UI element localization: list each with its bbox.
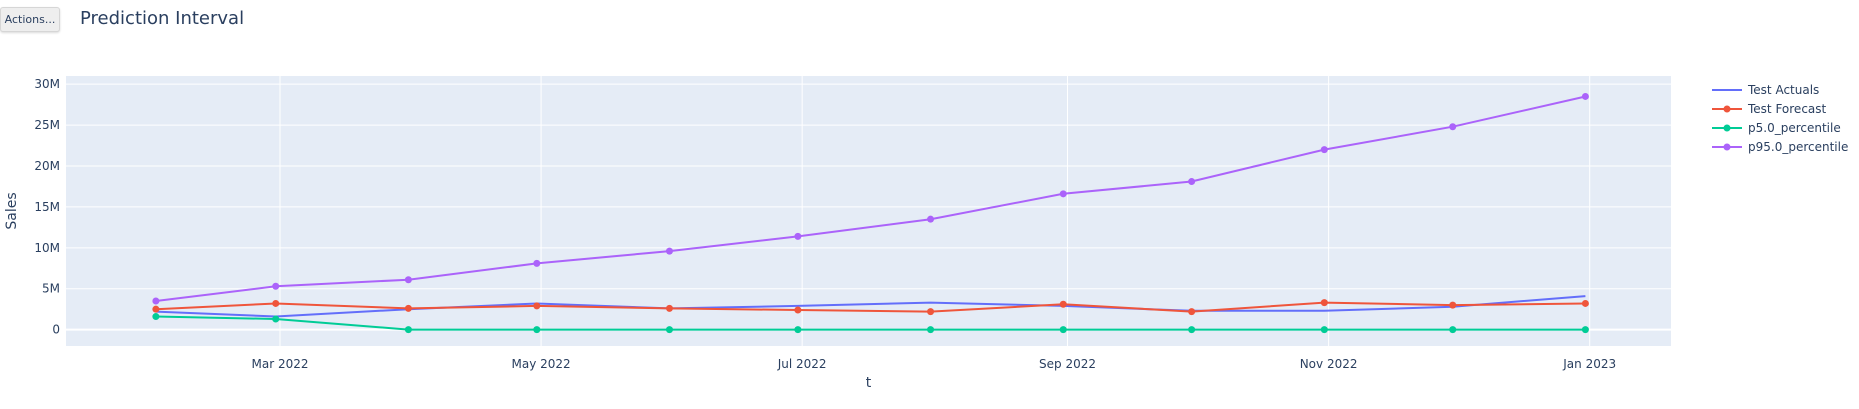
data-point[interactable] [533,259,541,267]
data-point[interactable] [927,215,935,223]
series-p95-0-percentile [152,92,1589,305]
data-point[interactable] [665,326,673,334]
data-point[interactable] [1320,326,1328,334]
y-tick-label: 5M [42,282,60,296]
legend-item[interactable]: p95.0_percentile [1712,140,1848,154]
data-point[interactable] [404,304,412,312]
data-point[interactable] [1188,326,1196,334]
data-point[interactable] [1059,190,1067,198]
legend-marker [1723,124,1731,132]
legend-label: p95.0_percentile [1748,140,1848,154]
chart-title: Prediction Interval [80,8,245,29]
x-tick-label: Jan 2023 [1562,357,1616,371]
y-tick-label: 0 [52,323,60,337]
data-point[interactable] [152,313,160,321]
legend-item[interactable]: Test Forecast [1712,102,1827,116]
x-tick-label: Jul 2022 [777,357,827,371]
data-point[interactable] [794,232,802,240]
series-line [155,301,1586,313]
data-point[interactable] [404,276,412,284]
data-point[interactable] [927,308,935,316]
series-layer [152,92,1589,334]
data-point[interactable] [404,326,412,334]
y-tick-label: 20M [34,159,60,173]
data-point[interactable] [1059,326,1067,334]
y-tick-label: 10M [34,241,60,255]
legend-marker [1723,143,1731,151]
data-point[interactable] [1449,123,1457,131]
x-tick-label: Nov 2022 [1300,357,1358,371]
legend-label: p5.0_percentile [1748,121,1841,135]
legend-label: Test Forecast [1747,102,1827,116]
legend-item[interactable]: p5.0_percentile [1712,121,1841,135]
data-point[interactable] [794,306,802,314]
y-tick-label: 30M [34,77,60,91]
series-line [155,295,1586,318]
actions-button[interactable]: Actions... [0,7,60,32]
data-point[interactable] [1449,326,1457,334]
data-point[interactable] [1581,299,1589,307]
data-point[interactable] [272,315,280,323]
series-line [155,95,1586,302]
data-point[interactable] [1320,299,1328,307]
series-p5-0-percentile [152,313,1589,334]
data-point[interactable] [272,282,280,290]
data-point[interactable] [1581,92,1589,100]
x-axis-ticks: Mar 2022 May 2022 Jul 2022 Sep 2022 Nov 2022… [252,357,1617,371]
x-tick-label: Mar 2022 [252,357,309,371]
series-test-forecast [152,299,1589,316]
data-point[interactable] [1449,301,1457,309]
x-tick-label: May 2022 [511,357,570,371]
data-point[interactable] [272,299,280,307]
y-tick-label: 15M [34,200,60,214]
data-point[interactable] [533,326,541,334]
y-axis-ticks: 0 5M 10M 15M 20M 25M 30M [34,77,60,336]
legend-marker [1723,105,1731,113]
series-line [155,315,1586,331]
data-point[interactable] [927,326,935,334]
data-point[interactable] [1188,178,1196,186]
data-point[interactable] [1188,308,1196,316]
data-point[interactable] [794,326,802,334]
data-point[interactable] [665,247,673,255]
series-test-actuals [155,295,1586,318]
plot-background [66,76,1671,346]
data-point[interactable] [1320,146,1328,154]
y-axis-title: Sales [4,192,20,229]
data-point[interactable] [1059,300,1067,308]
legend-item[interactable]: Test Actuals [1712,83,1819,97]
legend-label: Test Actuals [1747,83,1819,97]
data-point[interactable] [665,304,673,312]
x-axis-title: t [866,375,872,391]
data-point[interactable] [1581,326,1589,334]
data-point[interactable] [533,302,541,310]
y-tick-label: 25M [34,118,60,132]
data-point[interactable] [152,305,160,313]
legend[interactable]: Test Actuals Test Forecast p5.0_percentile… [1712,83,1848,154]
x-tick-label: Sep 2022 [1039,357,1096,371]
data-point[interactable] [152,297,160,305]
